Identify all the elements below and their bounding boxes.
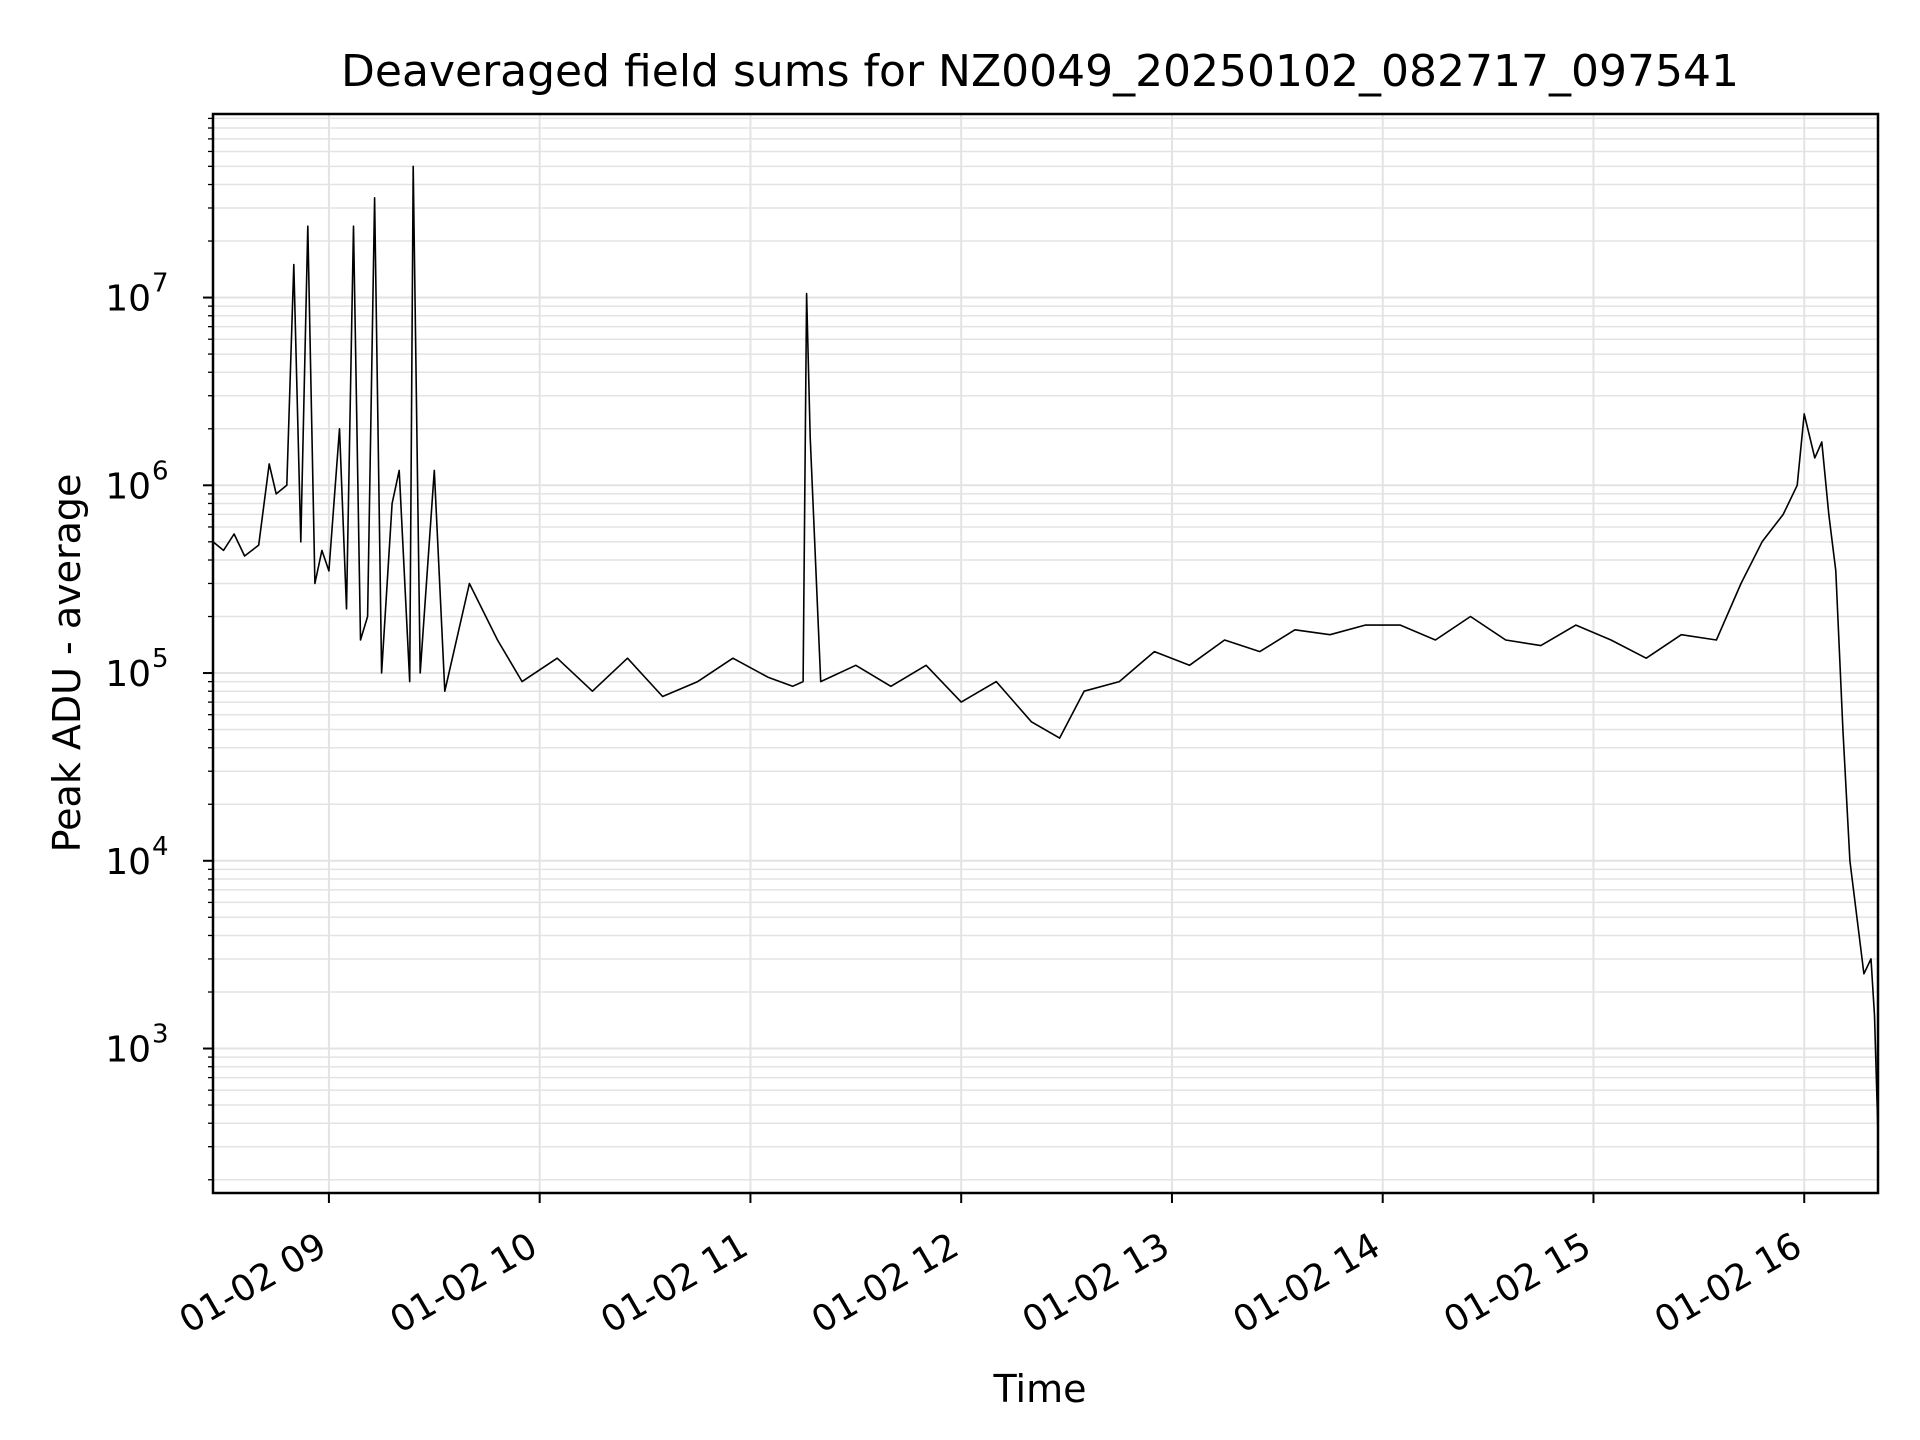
x-axis-label: Time xyxy=(993,1367,1087,1411)
chart-title: Deaveraged field sums for NZ0049_2025010… xyxy=(341,46,1739,97)
y-tick-label-exponent: 5 xyxy=(152,644,169,674)
y-tick-label: 10 xyxy=(105,466,151,507)
y-tick-label-exponent: 7 xyxy=(152,269,169,299)
y-tick-label: 10 xyxy=(105,654,151,695)
y-tick-label-exponent: 4 xyxy=(152,832,169,862)
series-layer xyxy=(212,165,1879,1135)
y-tick-label-exponent: 6 xyxy=(152,456,169,486)
y-tick-label: 10 xyxy=(105,842,151,883)
grid xyxy=(213,114,1878,1193)
y-tick-label: 10 xyxy=(105,1030,151,1071)
series-line xyxy=(212,165,1879,1135)
plot-area-frame xyxy=(211,112,1880,1195)
y-tick-label: 10 xyxy=(105,279,151,320)
y-tick-label-exponent: 3 xyxy=(152,1020,169,1050)
y-axis-label: Peak ADU - average xyxy=(45,474,89,853)
